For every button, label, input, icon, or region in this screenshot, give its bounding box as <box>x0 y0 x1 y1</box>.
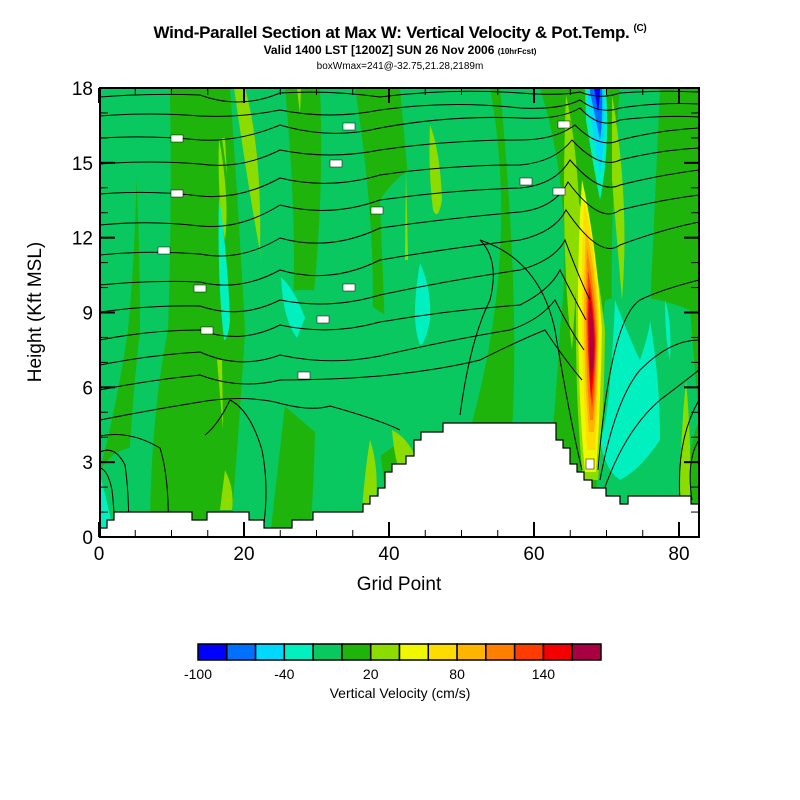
y-tick-label: 3 <box>82 453 93 474</box>
y-axis-ticks: 0 3 6 9 12 15 18 <box>72 79 699 549</box>
field-layer <box>100 88 699 537</box>
y-tick-label: 6 <box>82 378 93 399</box>
colorbar-swatch <box>542 643 573 661</box>
forecast-hour: (10hrFcst) <box>497 47 537 56</box>
colorbar-swatch <box>197 643 228 661</box>
contour-label-boxes <box>157 120 595 470</box>
y-tick-label: 12 <box>72 229 93 250</box>
colorbar-tick-label: -100 <box>184 666 212 682</box>
chart-subtitle: Valid 1400 LST [1200Z] SUN 26 Nov 2006 (… <box>0 43 800 57</box>
colorbar-tick-label: 80 <box>449 666 465 682</box>
valid-time: Valid 1400 LST [1200Z] SUN 26 Nov 2006 <box>263 43 495 57</box>
colorbar-swatch <box>254 643 286 661</box>
weak-downdraft-patches <box>100 196 671 537</box>
max-w-info: boxWmax=241@-32.75,21.28,2189m <box>316 61 484 72</box>
colorbar-swatch <box>283 643 314 661</box>
y-tick-label: 0 <box>82 528 93 549</box>
colorbar-swatch <box>513 643 545 661</box>
x-axis-label: Grid Point <box>356 574 442 595</box>
terrain <box>100 422 699 537</box>
x-axis-ticks: 0 20 40 60 80 <box>94 88 690 565</box>
x-tick-label: 60 <box>523 544 544 565</box>
x-tick-label: 80 <box>668 544 689 565</box>
x-tick-label: 20 <box>233 544 254 565</box>
chart-title: Wind-Parallel Section at Max W: Vertical… <box>0 23 800 43</box>
x-tick-label: 40 <box>378 544 399 565</box>
updraft-plume <box>575 180 605 480</box>
pot-temp-contours <box>100 90 699 537</box>
y-tick-label: 18 <box>72 79 93 100</box>
y-tick-label: 9 <box>82 304 93 325</box>
colorbar-tick-label: 20 <box>363 666 379 682</box>
colorbar-swatch <box>369 643 401 661</box>
colorbar-swatch <box>456 643 487 661</box>
colorbar-tick-label: -40 <box>274 666 294 682</box>
colorbar-swatch <box>398 643 430 661</box>
copyright-mark: (C) <box>633 23 647 34</box>
x-tick-label: 0 <box>94 544 105 565</box>
colorbar-swatch <box>571 643 602 661</box>
downdraft-core <box>585 88 608 200</box>
colorbar-swatch <box>341 643 372 661</box>
colorbar: -100 -40 20 80 140 <box>184 643 602 682</box>
y-tick-label: 15 <box>72 154 93 175</box>
colorbar-title: Vertical Velocity (cm/s) <box>329 685 471 701</box>
colorbar-swatch <box>485 643 516 661</box>
y-axis-label: Height (Kft MSL) <box>25 241 46 383</box>
colorbar-tick-label: 140 <box>532 666 556 682</box>
title-text: Wind-Parallel Section at Max W: Vertical… <box>153 23 630 42</box>
colorbar-swatch <box>427 643 458 661</box>
colorbar-swatch <box>226 643 257 661</box>
colorbar-swatch <box>312 643 343 661</box>
